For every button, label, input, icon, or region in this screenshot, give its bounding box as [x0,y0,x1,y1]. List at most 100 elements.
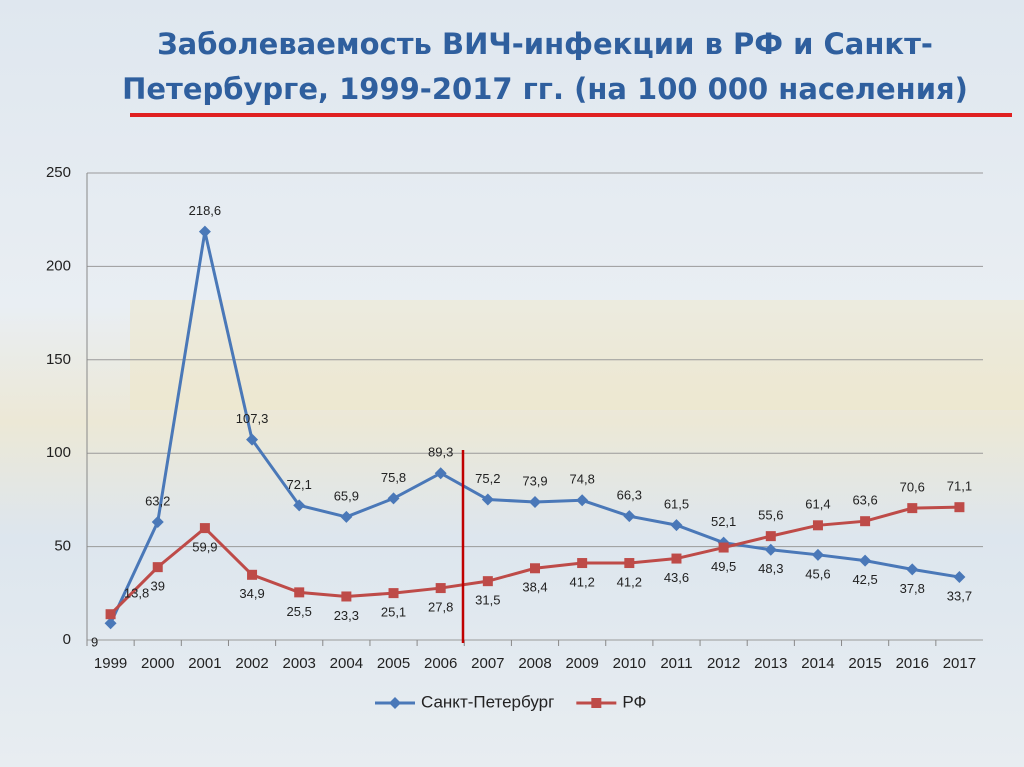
data-label: 61,4 [805,497,830,512]
point [340,510,353,523]
x-tick-label: 2017 [943,655,976,672]
data-label: 34,9 [239,586,264,601]
data-label: 41,2 [570,574,595,589]
data-label: 27,8 [428,600,453,615]
background-building [130,300,1024,410]
x-tick-label: 2015 [848,655,881,672]
y-tick-label: 200 [46,257,71,274]
x-tick-label: 2013 [754,655,787,672]
point [764,543,777,556]
x-tick-label: 2001 [188,655,221,672]
data-label: 55,6 [758,508,783,523]
y-tick-label: 0 [63,631,71,648]
data-label: 33,7 [947,588,972,603]
point [907,503,918,514]
point [811,548,824,561]
x-tick-label: 2008 [518,655,551,672]
point [104,617,117,630]
point [577,558,588,569]
data-label: 13,8 [124,586,149,601]
point [812,520,823,531]
data-label: 9 [91,635,98,650]
data-label: 75,2 [475,471,500,486]
point [341,591,352,602]
x-tick-label: 2006 [424,655,457,672]
data-label: 63,6 [852,493,877,508]
point [389,697,401,709]
x-tick-label: 2016 [896,655,929,672]
x-tick-label: 2007 [471,655,504,672]
point [481,493,494,506]
chart-title-line1: Заболеваемость ВИЧ-инфекции в РФ и Санкт… [157,27,933,61]
x-tick-label: 2011 [660,655,692,672]
point [388,588,399,599]
point [151,515,164,528]
point [434,467,447,480]
point [435,583,446,594]
point [906,563,919,576]
data-label: 43,6 [664,570,689,585]
point [387,492,400,505]
x-tick-label: 2014 [801,655,834,672]
point [591,698,602,708]
y-tick-label: 150 [46,351,71,368]
legend-label: Санкт-Петербург [421,692,554,711]
point [246,433,259,446]
data-label: 65,9 [334,488,359,503]
data-label: 25,5 [287,604,312,619]
point [860,516,871,527]
x-tick-label: 2005 [377,655,410,672]
point [247,569,258,580]
y-tick-label: 50 [54,538,71,555]
point [293,499,306,512]
point [530,563,540,574]
data-label: 42,5 [852,572,877,587]
data-label: 107,3 [236,411,269,426]
point [718,542,729,553]
data-label: 52,1 [711,514,736,529]
data-label: 72,1 [287,477,312,492]
data-label: 25,1 [381,605,406,620]
point [576,494,589,507]
x-tick-label: 2010 [613,655,646,672]
x-tick-label: 2004 [330,655,363,672]
point [624,558,635,569]
point [954,502,965,513]
chart-title-line2: Петербурге, 1999-2017 гг. (на 100 000 на… [122,72,968,106]
data-label: 31,5 [475,593,500,608]
point [105,609,116,620]
data-label: 59,9 [192,540,217,555]
point [152,562,163,573]
data-label: 39 [151,579,165,594]
data-label: 41,2 [617,574,642,589]
x-tick-label: 2002 [235,655,268,672]
data-label: 61,5 [664,497,689,512]
data-label: 63,2 [145,493,170,508]
data-label: 73,9 [522,473,547,488]
y-tick-label: 100 [46,444,71,461]
data-label: 23,3 [334,608,359,623]
point [953,571,966,584]
data-label: 45,6 [805,566,830,581]
data-label: 75,8 [381,470,406,485]
point [859,554,872,567]
x-tick-label: 2009 [565,655,598,672]
plot: 0 50 100 150 200 250 1999 2000 2001 2002 2003 2004 2… [46,164,983,711]
point [294,587,305,598]
data-label: 49,5 [711,559,736,574]
point [198,225,211,238]
point [670,519,683,532]
data-label: 38,4 [522,580,547,595]
data-label: 218,6 [189,203,222,218]
data-label: 70,6 [900,480,925,495]
x-tick-label: 2012 [707,655,740,672]
data-label: 71,1 [947,479,972,494]
point [671,553,682,564]
point [529,495,541,508]
x-tick-label: 1999 [94,655,127,672]
x-tick-label: 2003 [283,655,316,672]
legend-label: РФ [622,692,646,711]
point [623,510,636,523]
data-label: 66,3 [617,488,642,503]
